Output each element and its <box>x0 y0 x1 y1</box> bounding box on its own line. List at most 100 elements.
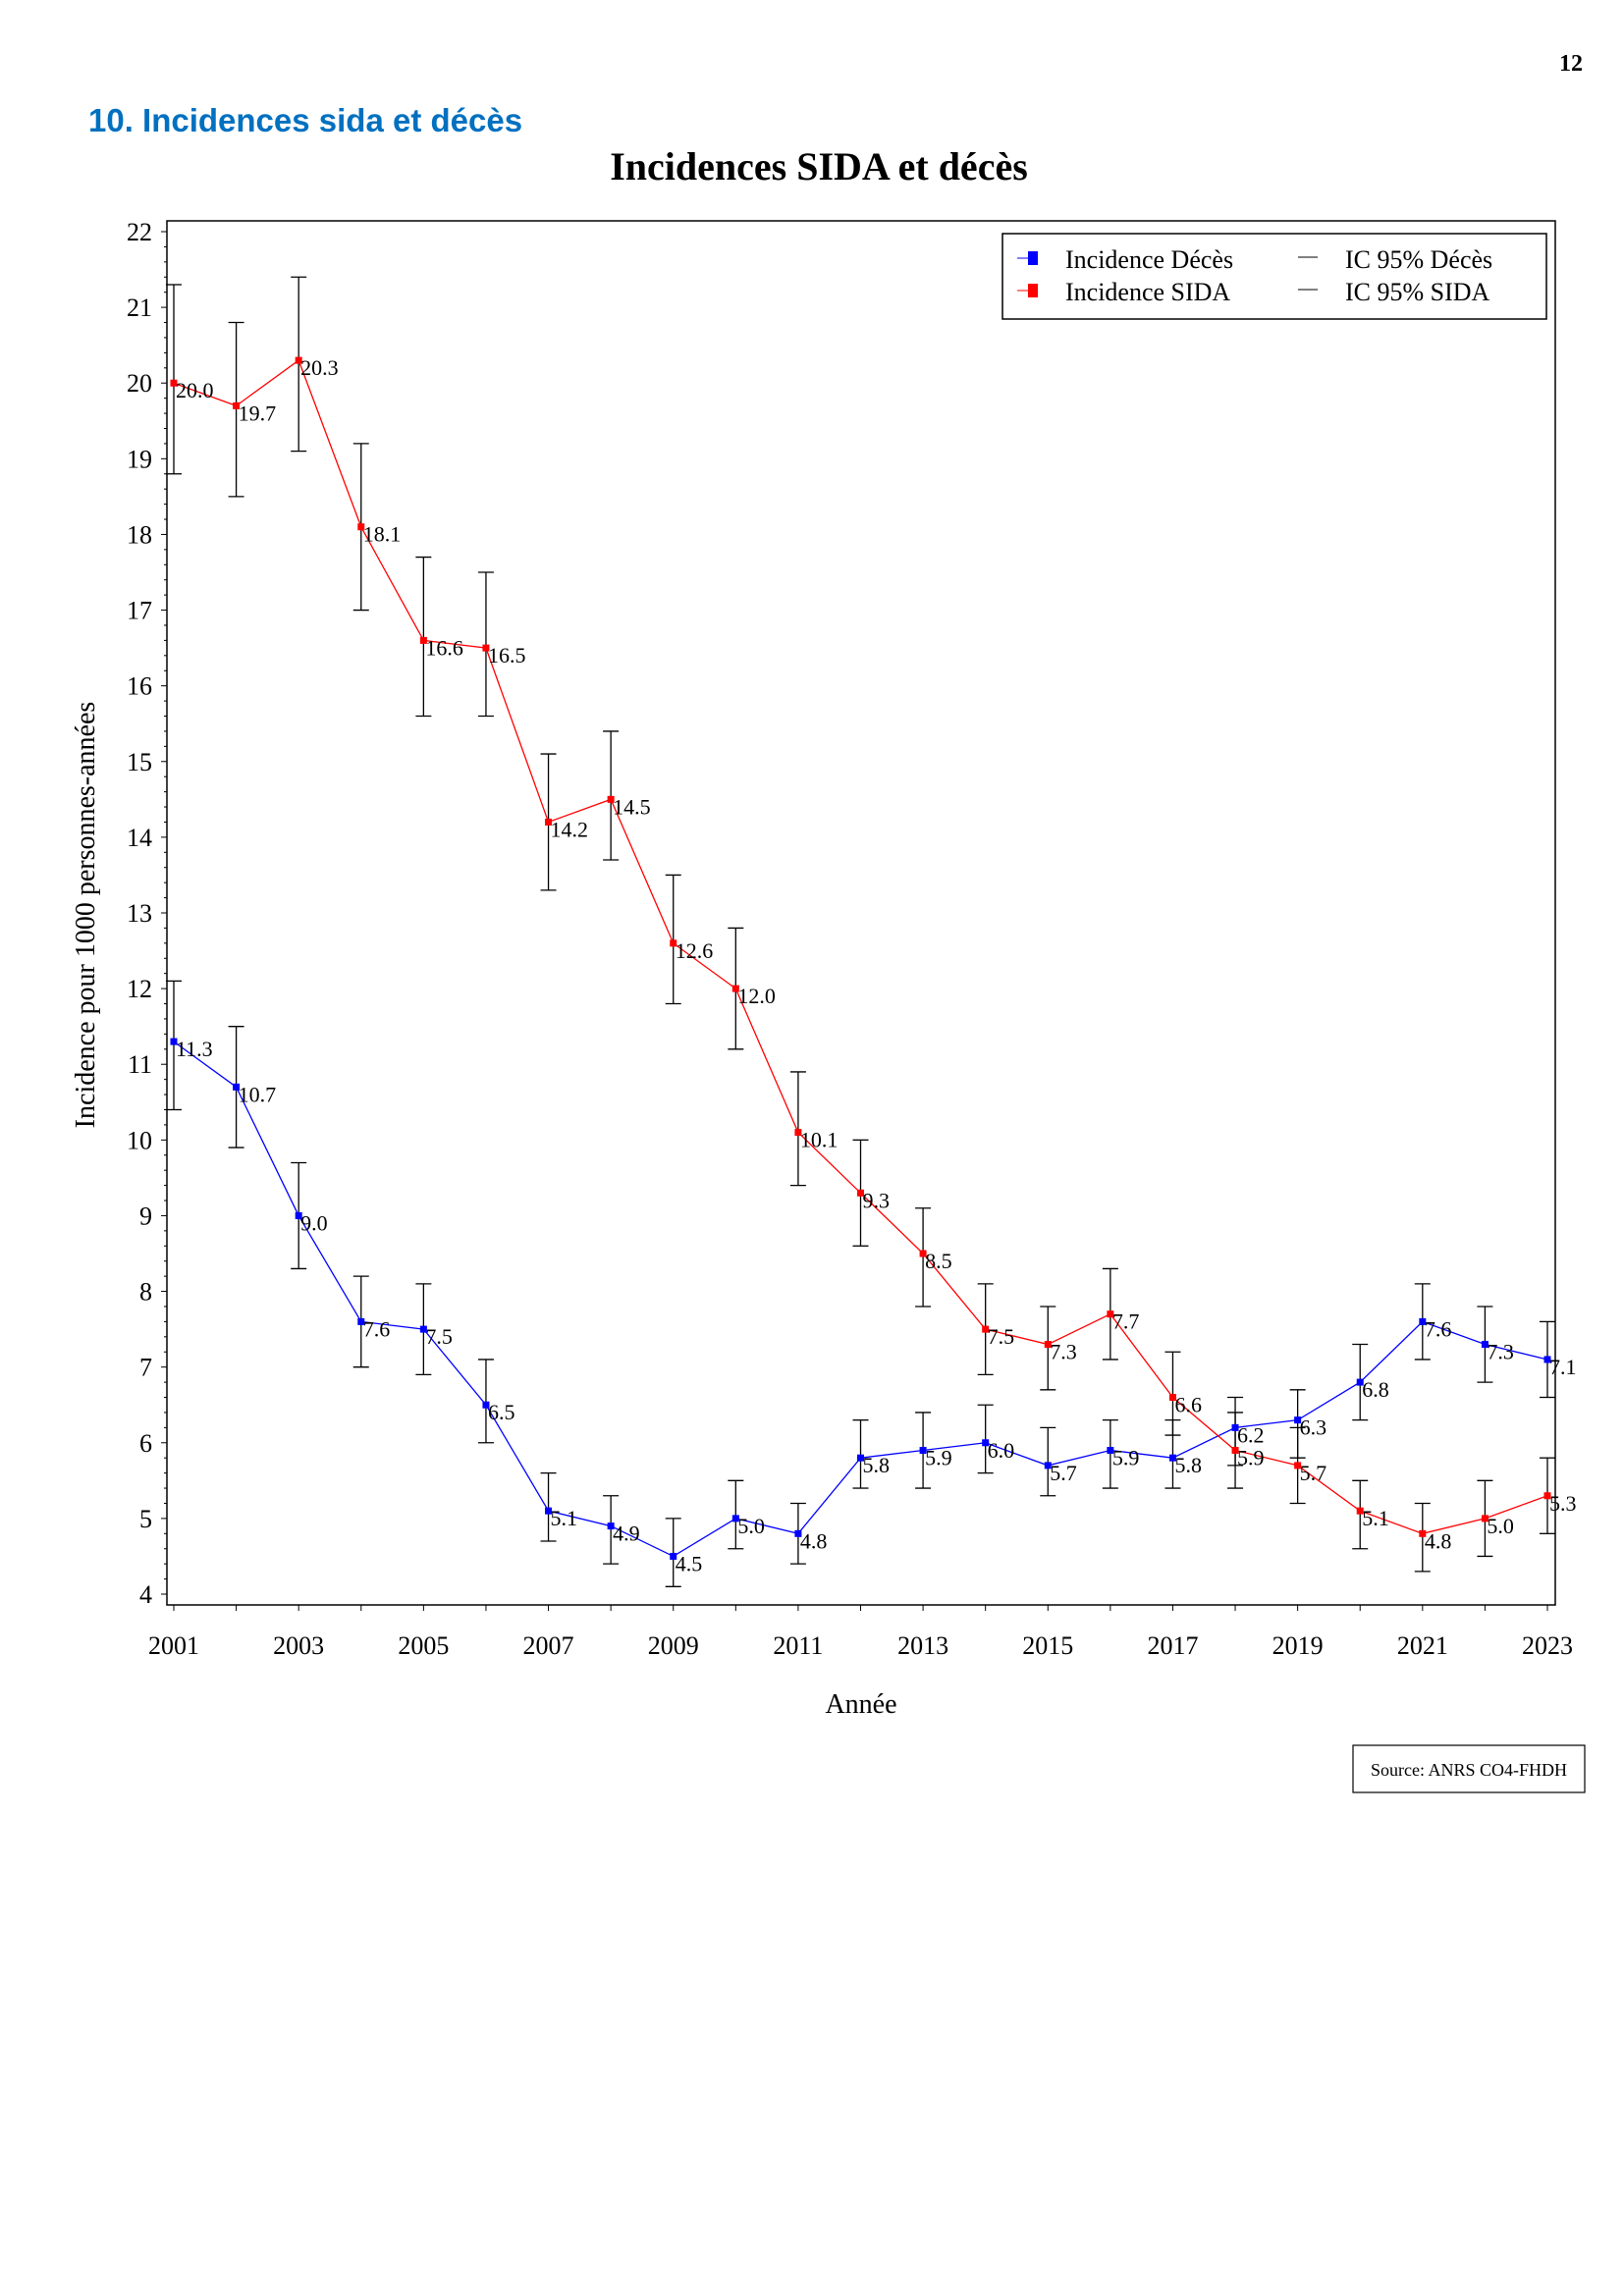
y-tick-label: 14 <box>127 824 152 852</box>
y-axis-label: Incidence pour 1000 personnes-années <box>71 702 101 1129</box>
data-point-deces <box>1356 1378 1364 1386</box>
x-tick-label: 2003 <box>273 1631 324 1660</box>
data-label-deces: 11.3 <box>176 1037 213 1061</box>
page-number: 12 <box>1559 51 1583 77</box>
data-point-sida <box>1168 1394 1176 1402</box>
data-label-sida: 14.2 <box>551 817 589 841</box>
data-point-sida <box>919 1250 927 1257</box>
source-box: Source: ANRS CO4-FHDH <box>1352 1744 1586 1793</box>
data-point-sida <box>545 818 553 826</box>
data-label-sida: 7.7 <box>1112 1309 1140 1334</box>
data-label-deces: 6.0 <box>988 1438 1015 1463</box>
data-label-deces: 4.9 <box>613 1522 640 1546</box>
y-tick-label: 17 <box>127 597 152 625</box>
data-label-deces: 5.0 <box>737 1514 765 1538</box>
data-label-sida: 5.7 <box>1300 1461 1327 1485</box>
data-point-deces <box>857 1454 864 1462</box>
y-tick-label: 20 <box>127 369 152 398</box>
data-point-sida <box>233 401 241 409</box>
data-label-sida: 4.8 <box>1425 1528 1452 1553</box>
y-tick-label: 10 <box>127 1126 152 1154</box>
data-point-sida <box>357 523 365 531</box>
y-tick-label: 4 <box>139 1580 152 1609</box>
legend-ci-sida-label: IC 95% SIDA <box>1345 278 1490 306</box>
data-point-sida <box>670 939 677 947</box>
data-label-sida: 20.3 <box>300 355 339 380</box>
data-label-deces: 6.3 <box>1300 1415 1327 1440</box>
data-point-deces <box>1481 1341 1489 1349</box>
data-point-deces <box>731 1515 739 1522</box>
y-tick-label: 13 <box>127 899 152 928</box>
data-label-sida: 16.5 <box>488 643 526 667</box>
data-point-deces <box>670 1552 677 1560</box>
data-label-deces: 6.5 <box>488 1400 515 1424</box>
data-label-deces: 7.6 <box>363 1316 391 1341</box>
x-tick-label: 2013 <box>897 1631 948 1660</box>
data-point-deces <box>1419 1317 1427 1325</box>
data-label-sida: 14.5 <box>613 794 651 819</box>
y-tick-label: 18 <box>127 520 152 549</box>
data-point-deces <box>1107 1446 1114 1454</box>
data-label-sida: 5.3 <box>1549 1491 1577 1516</box>
legend-sida-marker <box>1028 284 1038 297</box>
data-label-deces: 4.5 <box>676 1551 703 1575</box>
x-tick-label: 2011 <box>773 1631 823 1660</box>
data-label-sida: 8.5 <box>925 1249 952 1273</box>
data-point-sida <box>1481 1515 1489 1522</box>
data-point-deces <box>295 1211 302 1219</box>
data-point-sida <box>607 795 615 803</box>
data-point-sida <box>982 1325 990 1333</box>
y-tick-label: 11 <box>128 1050 152 1079</box>
data-label-deces: 7.6 <box>1425 1316 1452 1341</box>
data-label-sida: 9.3 <box>863 1188 891 1212</box>
y-tick-label: 22 <box>127 218 152 246</box>
data-label-deces: 5.9 <box>1112 1445 1140 1469</box>
data-label-sida: 5.0 <box>1487 1514 1514 1538</box>
data-label-sida: 16.6 <box>425 635 463 660</box>
data-point-sida <box>482 644 490 652</box>
data-point-sida <box>419 636 427 644</box>
data-label-sida: 20.0 <box>176 378 214 402</box>
legend-ci-deces-label: IC 95% Décès <box>1345 245 1492 274</box>
legend-deces-label: Incidence Décès <box>1065 245 1233 274</box>
data-point-deces <box>545 1507 553 1515</box>
data-label-deces: 5.8 <box>863 1453 891 1477</box>
y-tick-label: 12 <box>127 975 152 1003</box>
x-tick-label: 2001 <box>148 1631 199 1660</box>
data-point-sida <box>794 1129 802 1137</box>
data-point-deces <box>482 1401 490 1409</box>
data-point-deces <box>919 1446 927 1454</box>
data-label-deces: 5.8 <box>1174 1453 1202 1477</box>
data-point-sida <box>1044 1341 1052 1349</box>
x-tick-label: 2015 <box>1022 1631 1073 1660</box>
y-tick-label: 7 <box>139 1354 152 1382</box>
y-tick-label: 9 <box>139 1201 152 1230</box>
data-label-sida: 7.5 <box>988 1324 1015 1349</box>
data-point-sida <box>170 379 178 387</box>
data-point-deces <box>1168 1454 1176 1462</box>
data-label-sida: 19.7 <box>239 400 277 425</box>
data-label-deces: 9.0 <box>300 1210 328 1235</box>
x-axis-label: Année <box>825 1689 896 1720</box>
data-point-deces <box>419 1325 427 1333</box>
data-label-sida: 12.6 <box>676 938 714 963</box>
data-label-sida: 5.9 <box>1237 1445 1265 1469</box>
data-point-sida <box>1107 1310 1114 1318</box>
data-label-deces: 7.3 <box>1487 1340 1514 1364</box>
y-tick-label: 5 <box>139 1505 152 1533</box>
data-label-sida: 7.3 <box>1050 1340 1077 1364</box>
data-point-sida <box>1294 1462 1302 1469</box>
data-label-deces: 5.1 <box>551 1506 578 1530</box>
data-point-deces <box>357 1317 365 1325</box>
legend-sida-label: Incidence SIDA <box>1065 278 1230 306</box>
y-tick-label: 8 <box>139 1278 152 1307</box>
data-label-deces: 7.1 <box>1549 1355 1577 1379</box>
y-tick-label: 19 <box>127 445 152 473</box>
x-tick-label: 2009 <box>648 1631 699 1660</box>
legend: Incidence Décès Incidence SIDA IC 95% Dé… <box>1001 233 1547 320</box>
x-tick-label: 2021 <box>1397 1631 1448 1660</box>
data-point-sida <box>1543 1492 1551 1500</box>
x-tick-label: 2019 <box>1272 1631 1324 1660</box>
data-point-deces <box>1543 1356 1551 1363</box>
